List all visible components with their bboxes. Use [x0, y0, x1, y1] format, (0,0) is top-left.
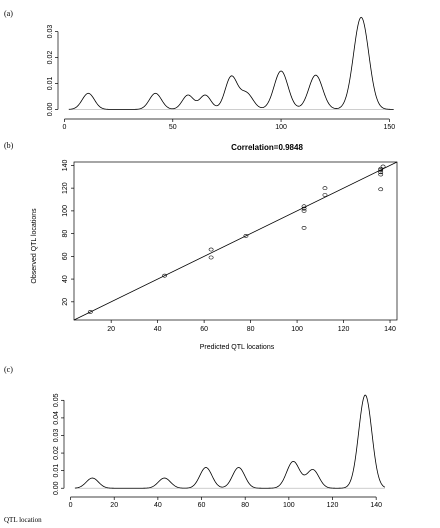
x-tick-label: 20: [110, 502, 118, 509]
panel-b-title: Correlation=0.9848: [231, 143, 303, 152]
panel-b-y-axis-title: Observed QTL locations: [31, 208, 38, 284]
y-tick-label: 120: [62, 182, 69, 194]
x-tick-label: 120: [327, 502, 339, 509]
fit-line: [73, 161, 398, 321]
scatter-point: [380, 164, 386, 169]
x-tick-label: 140: [370, 502, 382, 509]
y-tick-label: 0.00: [47, 102, 54, 116]
scatter-point: [301, 226, 307, 230]
scatter-point: [301, 208, 307, 213]
y-tick-label: 0.03: [53, 429, 60, 443]
scatter-point: [378, 187, 384, 192]
x-tick-label: 140: [384, 326, 396, 333]
x-tick-label: 40: [154, 502, 162, 509]
scatter-point: [162, 273, 168, 278]
panel-b-label: (b): [4, 141, 14, 150]
x-tick-label: 100: [283, 502, 295, 509]
y-tick-label: 0.02: [47, 51, 54, 65]
x-tick-label: 60: [198, 502, 206, 509]
y-tick-label: 20: [62, 298, 69, 306]
x-tick-label: 50: [169, 124, 177, 131]
y-tick-label: 0.01: [53, 464, 60, 478]
x-tick-label: 0: [63, 124, 67, 131]
y-tick-label: 40: [62, 275, 69, 283]
y-tick-label: 0.02: [53, 446, 60, 460]
y-tick-label: 100: [62, 205, 69, 217]
x-tick-label: 60: [200, 326, 208, 333]
x-tick-label: 150: [383, 124, 395, 131]
panel-b-x-axis-title: Predicted QTL locations: [200, 344, 275, 351]
y-tick-label: 60: [62, 252, 69, 260]
panel-c-label: (c): [4, 365, 13, 374]
y-tick-label: 0.01: [47, 77, 54, 91]
x-tick-label: 80: [241, 502, 249, 509]
density-curve: [74, 394, 386, 489]
scatter-point: [87, 310, 93, 314]
y-tick-label: 80: [62, 230, 69, 238]
panel-c-y-ticks: 0.00 0.01 0.02 0.03 0.04 0.05: [53, 393, 65, 495]
scatter-point: [322, 186, 328, 191]
scatter-point: [378, 172, 384, 177]
x-tick-label: 20: [107, 326, 115, 333]
x-tick-label: 120: [338, 326, 350, 333]
panel-a: (a) 0 50 100 150 0.00 0.01 0.02 0.03: [4, 9, 395, 131]
x-tick-label: 0: [69, 502, 73, 509]
y-tick-label: 140: [62, 159, 69, 171]
panel-a-label: (a): [4, 9, 13, 18]
y-tick-label: 0.00: [53, 481, 60, 495]
panel-b-y-ticks: 20 40 60 80 100 120 140: [62, 159, 74, 306]
panel-b: (b) Correlation=0.9848 Predicted QTL loc…: [4, 141, 398, 351]
scatter-point: [301, 204, 307, 209]
y-tick-label: 0.04: [53, 411, 60, 425]
scatter-point: [322, 193, 328, 197]
x-tick-label: 40: [154, 326, 162, 333]
x-tick-label: 100: [275, 124, 287, 131]
scatter-point: [301, 206, 307, 211]
x-tick-label: 100: [291, 326, 303, 333]
y-tick-label: 0.03: [47, 25, 54, 39]
scatter-point: [243, 233, 249, 238]
panel-c-x-ticks: 0 20 40 60 80 100 120 140: [69, 496, 382, 509]
panel-a-y-ticks: 0.00 0.01 0.02 0.03: [47, 25, 59, 116]
plot-frame: [73, 161, 398, 321]
panel-b-x-ticks: 20 40 60 80 100 120 140: [107, 320, 396, 333]
panel-a-curve-group: [68, 16, 394, 110]
scatter-point: [208, 247, 214, 252]
y-tick-label: 0.05: [53, 393, 60, 407]
panel-b-points-group: [73, 161, 398, 321]
panel-c-curve-group: [74, 394, 386, 489]
scatter-point: [208, 255, 214, 260]
x-tick-label: 80: [247, 326, 255, 333]
scatter-point: [378, 166, 384, 171]
figure-footer-text: QTL location: [4, 516, 42, 524]
panel-a-x-ticks: 0 50 100 150: [63, 118, 395, 131]
density-curve: [68, 16, 394, 110]
scatter-point: [378, 168, 384, 172]
panel-c: (c) 0 20 40 60 80 100 120 140 0.000.010.020.030…: [4, 365, 386, 509]
